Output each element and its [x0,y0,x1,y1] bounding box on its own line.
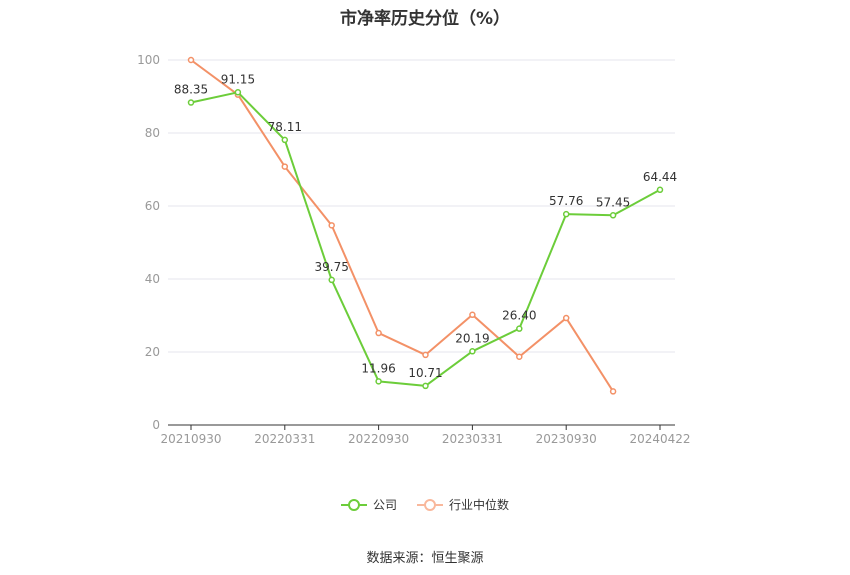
series-line-industry [190,59,614,392]
legend: 公司 行业中位数 [0,496,850,513]
data-point-company [656,186,664,194]
x-tick-label: 20220331 [254,432,315,446]
data-point-industry [516,353,523,360]
data-label-company: 78.11 [268,120,302,134]
data-point-industry [328,222,335,229]
x-tick-label: 20240422 [629,432,690,446]
y-tick-label: 0 [152,418,160,432]
data-point-company [375,378,382,385]
label-layer: 88.35 91.15 78.11 39.75 11.96 10.71 20.19 26.40… [174,72,677,380]
x-tick-label: 20230331 [442,432,503,446]
axis-layer: 0 20 40 60 80 100 20210930 20220331 20220930 2023… [137,53,690,446]
data-point-industry [469,311,476,319]
data-point-industry [422,351,429,359]
data-label-company: 57.76 [549,194,583,208]
data-label-company: 39.75 [315,260,349,274]
y-tick-label: 20 [145,345,160,359]
legend-industry-swatch [417,498,443,512]
data-point-industry [562,314,570,322]
legend-company-label: 公司 [372,498,397,512]
legend-item-industry[interactable]: 行业中位数 [417,496,509,513]
data-point-company [234,89,242,96]
data-label-company: 57.45 [596,195,630,209]
data-point-company [422,382,429,390]
data-point-industry [609,388,617,395]
y-tick-label: 60 [145,199,160,213]
x-tick-label: 20210930 [160,432,221,446]
y-tick-label: 80 [145,126,160,140]
data-point-company [562,210,570,218]
data-point-company [516,325,523,332]
data-point-company [609,212,617,219]
y-tick-label: 100 [137,53,160,67]
data-label-company: 91.15 [221,72,255,86]
data-label-company: 64.44 [643,170,677,184]
data-point-company [469,348,476,355]
data-point-industry [375,329,382,337]
data-label-company: 20.19 [455,331,489,345]
chart-title: 市净率历史分位（%） [339,9,511,29]
data-point-company [328,276,335,284]
x-tick-label: 20230930 [536,432,597,446]
data-label-company: 26.40 [502,309,536,323]
data-label-company: 10.71 [408,366,442,380]
data-label-company: 88.35 [174,83,208,97]
series-layer [187,56,664,395]
legend-item-company[interactable]: 公司 [340,496,397,513]
data-point-industry [187,56,195,64]
data-source: 数据来源：恒生聚源 [366,551,484,566]
data-point-industry [281,163,289,170]
legend-company-swatch [340,498,367,512]
data-point-company [187,99,195,106]
data-point-company [281,136,289,144]
data-label-company: 11.96 [361,361,395,375]
series-line-company [190,91,661,387]
y-tick-label: 40 [145,272,160,286]
x-tick-label: 20220930 [348,432,409,446]
legend-industry-label: 行业中位数 [449,498,510,512]
